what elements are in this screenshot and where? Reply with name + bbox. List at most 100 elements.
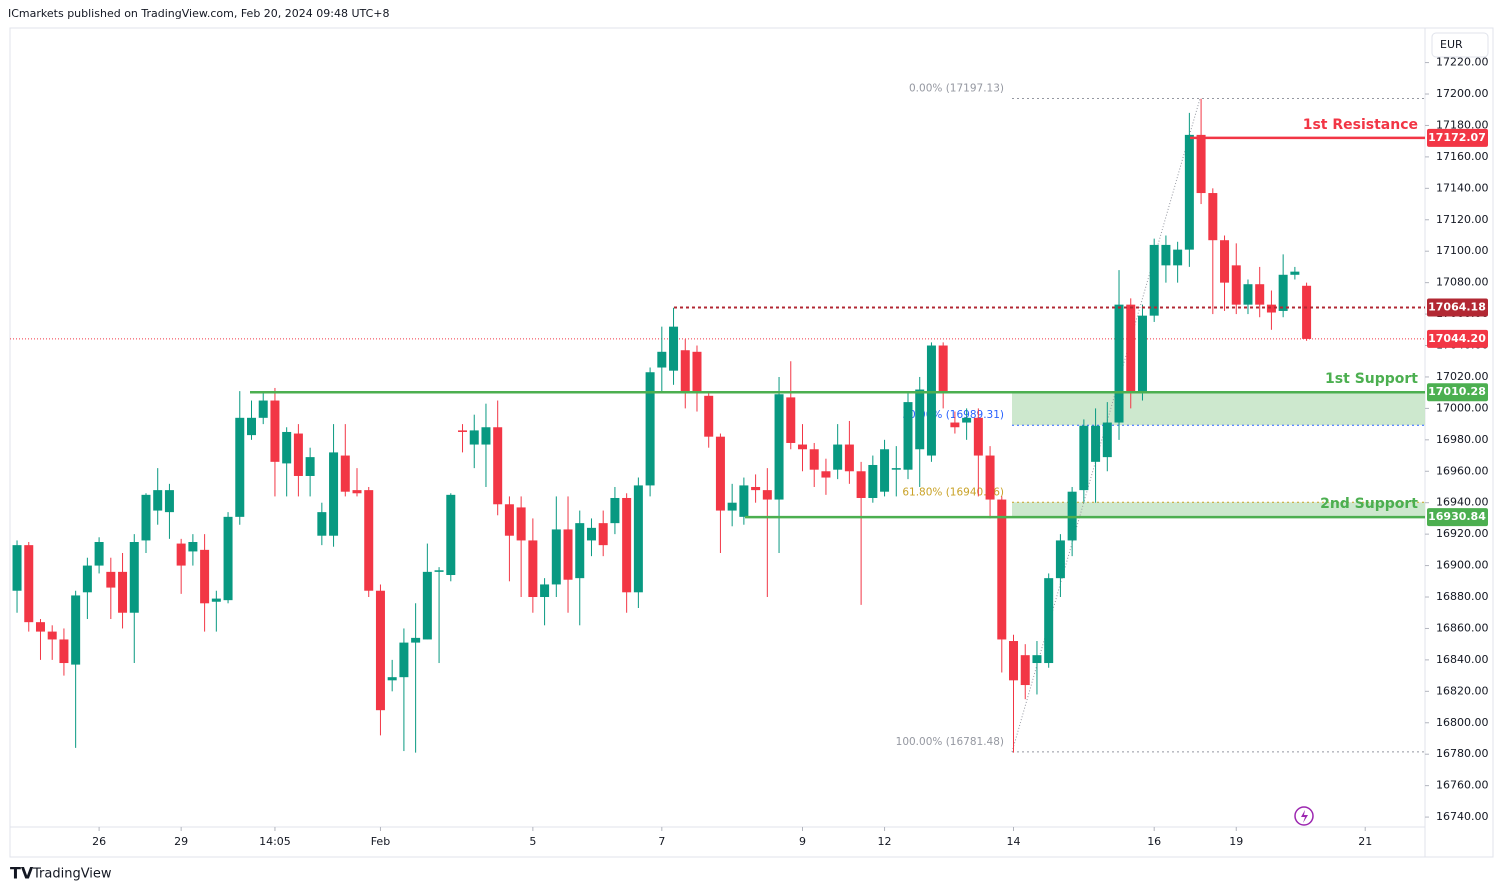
candle-body <box>891 468 901 470</box>
x-tick-label: 19 <box>1229 835 1243 848</box>
candle-body <box>903 402 913 470</box>
currency-box[interactable] <box>1431 32 1489 58</box>
fib-label: 100.00% (16781.48) <box>896 736 1004 748</box>
candle-body <box>1102 422 1112 458</box>
candle-body <box>329 452 339 536</box>
candle-body <box>375 590 385 711</box>
candle-body <box>176 543 186 566</box>
candle-body <box>645 372 655 486</box>
y-tick-label: 16980.00 <box>1436 433 1489 446</box>
candle-body <box>82 565 92 593</box>
candle-body <box>1243 284 1253 305</box>
chart-frame <box>9 27 1494 858</box>
y-tick-label: 16880.00 <box>1436 590 1489 603</box>
y-tick-label: 16900.00 <box>1436 559 1489 572</box>
candle-body <box>1149 244 1159 316</box>
candle-body <box>223 516 233 601</box>
candle-body <box>868 464 878 498</box>
candle-body <box>633 485 643 593</box>
price-badge <box>1427 298 1488 317</box>
candle-body <box>164 490 174 513</box>
y-tick-label: 16960.00 <box>1436 464 1489 477</box>
candle-body <box>458 430 468 432</box>
candle-body <box>12 545 22 591</box>
candle-body <box>809 449 819 470</box>
candle-body <box>1020 655 1030 686</box>
price-badge-label: 17044.20 <box>1428 332 1486 345</box>
y-tick-label: 16940.00 <box>1436 496 1489 509</box>
candle-body <box>258 400 268 418</box>
candle-body <box>622 497 632 593</box>
candle-body <box>950 422 960 428</box>
candle-body <box>1079 425 1089 491</box>
y-tick-label: 17000.00 <box>1436 401 1489 414</box>
candle-body <box>762 490 772 500</box>
candle-body <box>880 449 890 492</box>
y-tick-label: 17080.00 <box>1436 276 1489 289</box>
level-name: 1st Resistance <box>1303 117 1418 133</box>
candle-body <box>364 490 374 591</box>
y-tick-label: 16920.00 <box>1436 527 1489 540</box>
y-tick-label: 16820.00 <box>1436 684 1489 697</box>
price-badge-label: 17010.28 <box>1428 385 1486 398</box>
candle-body <box>751 486 761 491</box>
candle-body <box>1173 249 1183 266</box>
candle-body <box>774 394 784 500</box>
candle-body <box>704 395 714 437</box>
candle-body <box>1302 285 1312 339</box>
level-name: 1st Support <box>1325 371 1418 387</box>
candle-body <box>1231 265 1241 305</box>
x-tick-label: 21 <box>1358 835 1372 848</box>
candle-body <box>1255 284 1265 305</box>
candle-body <box>1196 134 1206 194</box>
candle-body <box>118 571 128 613</box>
candle-body <box>422 571 432 640</box>
candle-body <box>692 351 702 393</box>
candle-body <box>200 549 210 604</box>
candle-body <box>610 497 620 524</box>
candle-body <box>551 529 561 585</box>
candle-body <box>1044 578 1054 664</box>
candle-body <box>504 504 514 536</box>
candle-body <box>973 417 983 456</box>
price-badge-label: 16930.84 <box>1428 510 1486 523</box>
price-badge <box>1427 329 1488 348</box>
candle-body <box>833 444 843 470</box>
candle-body <box>516 507 526 541</box>
candle-body <box>270 400 280 462</box>
candle-body <box>246 417 256 436</box>
y-tick-label: 16780.00 <box>1436 747 1489 760</box>
candle-body <box>188 541 198 552</box>
candle-body <box>680 350 690 393</box>
candle-body <box>856 471 866 498</box>
candle-body <box>1161 244 1171 266</box>
candle-body <box>293 433 303 476</box>
flash-icon[interactable] <box>1294 806 1314 826</box>
candle-body <box>1208 193 1218 241</box>
price-badge <box>1427 128 1488 147</box>
candle-body <box>481 427 491 445</box>
candle-body <box>129 541 139 613</box>
candle-body <box>1032 655 1042 664</box>
candle-body <box>926 345 936 456</box>
x-tick-label: 12 <box>878 835 892 848</box>
x-tick-label: 29 <box>174 835 188 848</box>
candle-body <box>94 541 104 566</box>
candle-body <box>1091 425 1101 462</box>
x-tick-label: Feb <box>371 835 390 848</box>
candle-body <box>1266 304 1276 313</box>
candle-body <box>235 417 245 517</box>
candle-body <box>1126 304 1136 393</box>
candle-body <box>575 523 585 579</box>
brand: TradingView <box>32 867 112 882</box>
y-tick-label: 17140.00 <box>1436 181 1489 194</box>
candle-body <box>282 431 292 464</box>
candle-body <box>305 457 315 476</box>
candle-body <box>727 502 737 511</box>
published-note: ICmarkets published on TradingView.com, … <box>8 7 390 20</box>
candle-body <box>962 417 972 423</box>
candle-body <box>446 494 456 576</box>
candle-body <box>598 523 608 546</box>
